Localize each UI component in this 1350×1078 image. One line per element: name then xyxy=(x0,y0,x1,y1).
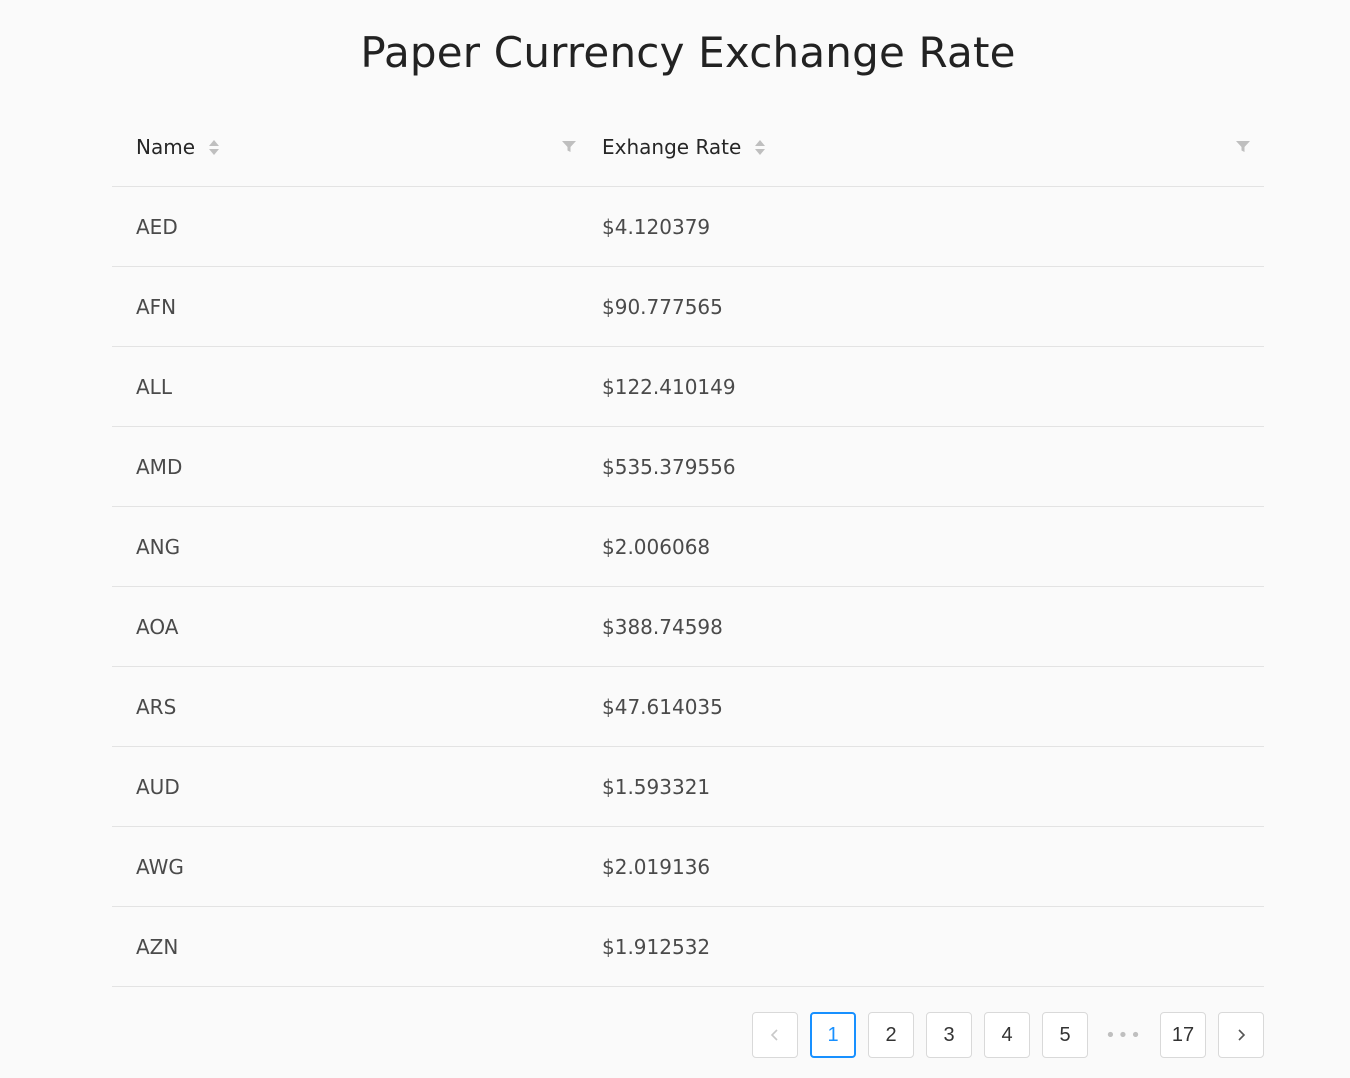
filter-funnel-icon xyxy=(562,141,576,152)
exchange-rate-cell: $535.379556 xyxy=(602,454,736,479)
exchange-rate-table: Name Exhange Rate xyxy=(112,108,1264,987)
page-button-2[interactable]: 2 xyxy=(868,1012,914,1058)
currency-name-cell: AFN xyxy=(136,294,177,319)
table-row: ALL $122.410149 xyxy=(112,347,1264,427)
exchange-rate-cell: $1.593321 xyxy=(602,774,711,799)
exchange-rate-cell: $2.019136 xyxy=(602,854,711,879)
exchange-rate-cell: $1.912532 xyxy=(602,934,711,959)
sort-descending-icon xyxy=(755,148,766,155)
column-header-rate[interactable]: Exhange Rate xyxy=(578,108,1264,186)
table-row: AWG $2.019136 xyxy=(112,827,1264,907)
currency-name-cell: AZN xyxy=(136,934,179,959)
currency-name-cell: AED xyxy=(136,214,178,239)
sort-icon[interactable] xyxy=(209,139,220,155)
table-row: AFN $90.777565 xyxy=(112,267,1264,347)
filter-icon[interactable] xyxy=(1234,139,1252,157)
table-body: AED $4.120379 AFN $90.777565 ALL $122.41… xyxy=(112,187,1264,987)
sort-ascending-icon xyxy=(209,139,220,146)
exchange-rate-cell: $90.777565 xyxy=(602,294,723,319)
exchange-rate-cell: $4.120379 xyxy=(602,214,711,239)
currency-name-cell: ARS xyxy=(136,694,177,719)
chevron-right-icon xyxy=(1238,1029,1246,1041)
page-button-last[interactable]: 17 xyxy=(1160,1012,1206,1058)
table-row: AED $4.120379 xyxy=(112,187,1264,267)
page-button-4[interactable]: 4 xyxy=(984,1012,1030,1058)
filter-icon[interactable] xyxy=(560,139,578,157)
table-row: AZN $1.912532 xyxy=(112,907,1264,987)
chevron-left-icon xyxy=(770,1029,778,1041)
pagination-ellipsis[interactable]: ••• xyxy=(1105,1024,1143,1046)
pagination: 1 2 3 4 5 ••• 17 xyxy=(752,1012,1264,1058)
table-row: ARS $47.614035 xyxy=(112,667,1264,747)
currency-name-cell: AWG xyxy=(136,854,184,879)
table-row: ANG $2.006068 xyxy=(112,507,1264,587)
exchange-rate-cell: $47.614035 xyxy=(602,694,723,719)
table-header: Name Exhange Rate xyxy=(112,108,1264,187)
currency-name-cell: AMD xyxy=(136,454,183,479)
prev-page-button[interactable] xyxy=(752,1012,798,1058)
exchange-rate-cell: $2.006068 xyxy=(602,534,711,559)
exchange-rate-cell: $122.410149 xyxy=(602,374,736,399)
currency-name-cell: AUD xyxy=(136,774,180,799)
currency-name-cell: AOA xyxy=(136,614,179,639)
next-page-button[interactable] xyxy=(1218,1012,1264,1058)
currency-name-cell: ANG xyxy=(136,534,181,559)
column-header-name[interactable]: Name xyxy=(112,108,578,186)
column-header-rate-label: Exhange Rate xyxy=(602,135,742,159)
page-button-3[interactable]: 3 xyxy=(926,1012,972,1058)
filter-funnel-icon xyxy=(1236,141,1250,152)
page-button-1[interactable]: 1 xyxy=(810,1012,856,1058)
page-button-5[interactable]: 5 xyxy=(1042,1012,1088,1058)
page-title: Paper Currency Exchange Rate xyxy=(360,28,1016,77)
table-row: AOA $388.74598 xyxy=(112,587,1264,667)
table-row: AMD $535.379556 xyxy=(112,427,1264,507)
sort-ascending-icon xyxy=(755,139,766,146)
table-row: AUD $1.593321 xyxy=(112,747,1264,827)
sort-descending-icon xyxy=(209,148,220,155)
column-header-name-label: Name xyxy=(136,135,196,159)
currency-name-cell: ALL xyxy=(136,374,172,399)
exchange-rate-cell: $388.74598 xyxy=(602,614,723,639)
sort-icon[interactable] xyxy=(755,139,766,155)
